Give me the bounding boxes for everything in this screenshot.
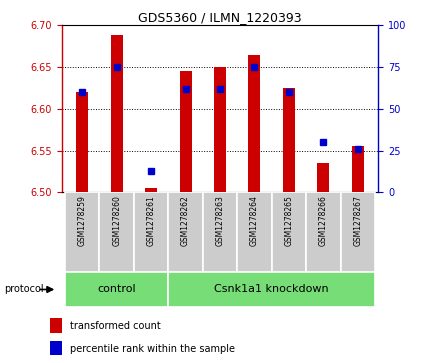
Bar [283, 88, 295, 192]
Bar [271, 192, 306, 272]
Bar [341, 192, 375, 272]
Bar [99, 192, 134, 272]
Bar [145, 188, 157, 192]
Text: Csnk1a1 knockdown: Csnk1a1 knockdown [214, 285, 329, 294]
Text: GSM1278264: GSM1278264 [250, 195, 259, 246]
Text: GSM1278267: GSM1278267 [353, 195, 362, 246]
Bar [180, 72, 191, 192]
Bar [111, 36, 123, 192]
Bar [214, 67, 226, 192]
Bar [352, 147, 364, 192]
Bar [134, 192, 169, 272]
Text: GSM1278261: GSM1278261 [147, 195, 156, 245]
Bar [306, 192, 341, 272]
Text: GSM1278259: GSM1278259 [78, 195, 87, 246]
Bar [76, 92, 88, 192]
Title: GDS5360 / ILMN_1220393: GDS5360 / ILMN_1220393 [138, 11, 302, 24]
Text: protocol: protocol [4, 285, 44, 294]
Text: control: control [97, 285, 136, 294]
Text: GSM1278262: GSM1278262 [181, 195, 190, 245]
Text: percentile rank within the sample: percentile rank within the sample [70, 344, 235, 354]
Text: GSM1278265: GSM1278265 [284, 195, 293, 246]
Bar [317, 163, 329, 192]
Text: GSM1278266: GSM1278266 [319, 195, 328, 246]
Bar [237, 192, 271, 272]
Text: transformed count: transformed count [70, 321, 161, 331]
Bar [65, 272, 169, 307]
Text: GSM1278260: GSM1278260 [112, 195, 121, 246]
Bar [50, 340, 62, 355]
Bar [203, 192, 237, 272]
Bar [50, 318, 62, 333]
Text: GSM1278263: GSM1278263 [216, 195, 224, 246]
Bar [169, 272, 375, 307]
Bar [65, 192, 99, 272]
Bar [249, 55, 260, 192]
Bar [169, 192, 203, 272]
